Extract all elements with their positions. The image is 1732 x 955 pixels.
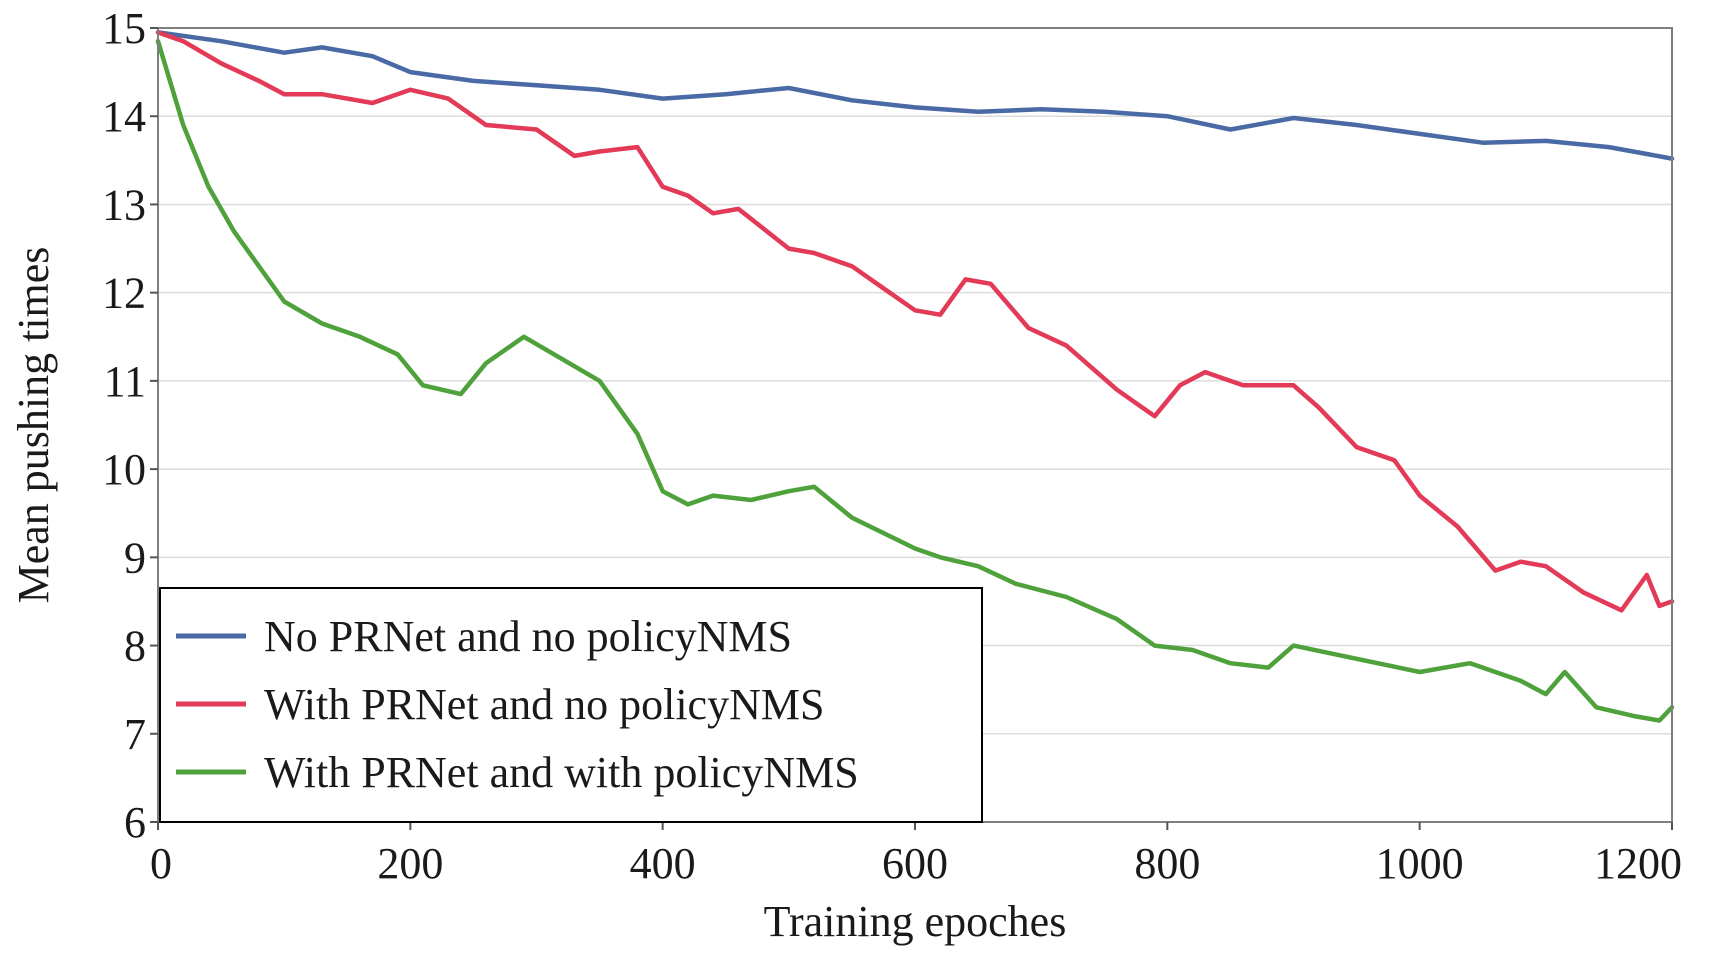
legend-box	[159, 587, 983, 823]
y-tick-label: 6	[124, 798, 146, 847]
series-line-0	[155, 30, 1675, 161]
y-axis-ticks: 6 7 8 9 10 11 12 13 14 15	[102, 4, 158, 847]
x-tick-label: 1200	[1594, 839, 1682, 888]
y-tick-label: 8	[124, 622, 146, 671]
x-axis-title: Training epoches	[764, 897, 1067, 946]
y-axis-title: Mean pushing times	[9, 247, 58, 604]
series-line-2	[155, 38, 1675, 723]
y-tick-label: 13	[102, 180, 146, 229]
y-tick-label: 11	[104, 357, 146, 406]
x-tick-label: 0	[150, 839, 172, 888]
y-tick-label: 7	[124, 710, 146, 759]
x-tick-label: 1000	[1376, 839, 1464, 888]
x-tick-label: 600	[882, 839, 948, 888]
y-tick-label: 15	[102, 4, 146, 53]
x-tick-label: 200	[377, 839, 443, 888]
x-tick-label: 400	[630, 839, 696, 888]
legend-label-prnet-no-nms: With PRNet and no policyNMS	[264, 680, 824, 729]
legend-label-no-prnet: No PRNet and no policyNMS	[264, 612, 792, 661]
y-tick-label: 9	[124, 533, 146, 582]
legend: No PRNet and no policyNMS With PRNet and…	[159, 587, 983, 823]
y-tick-label: 12	[102, 269, 146, 318]
x-axis-ticks: 0 200 400 600 800 1000 1200	[150, 822, 1682, 888]
y-tick-label: 14	[102, 92, 146, 141]
x-tick-label: 800	[1134, 839, 1200, 888]
series-lines	[155, 30, 1675, 723]
y-tick-label: 10	[102, 445, 146, 494]
legend-label-prnet-with-nms: With PRNet and with policyNMS	[264, 748, 859, 797]
series-line-1	[155, 30, 1675, 613]
